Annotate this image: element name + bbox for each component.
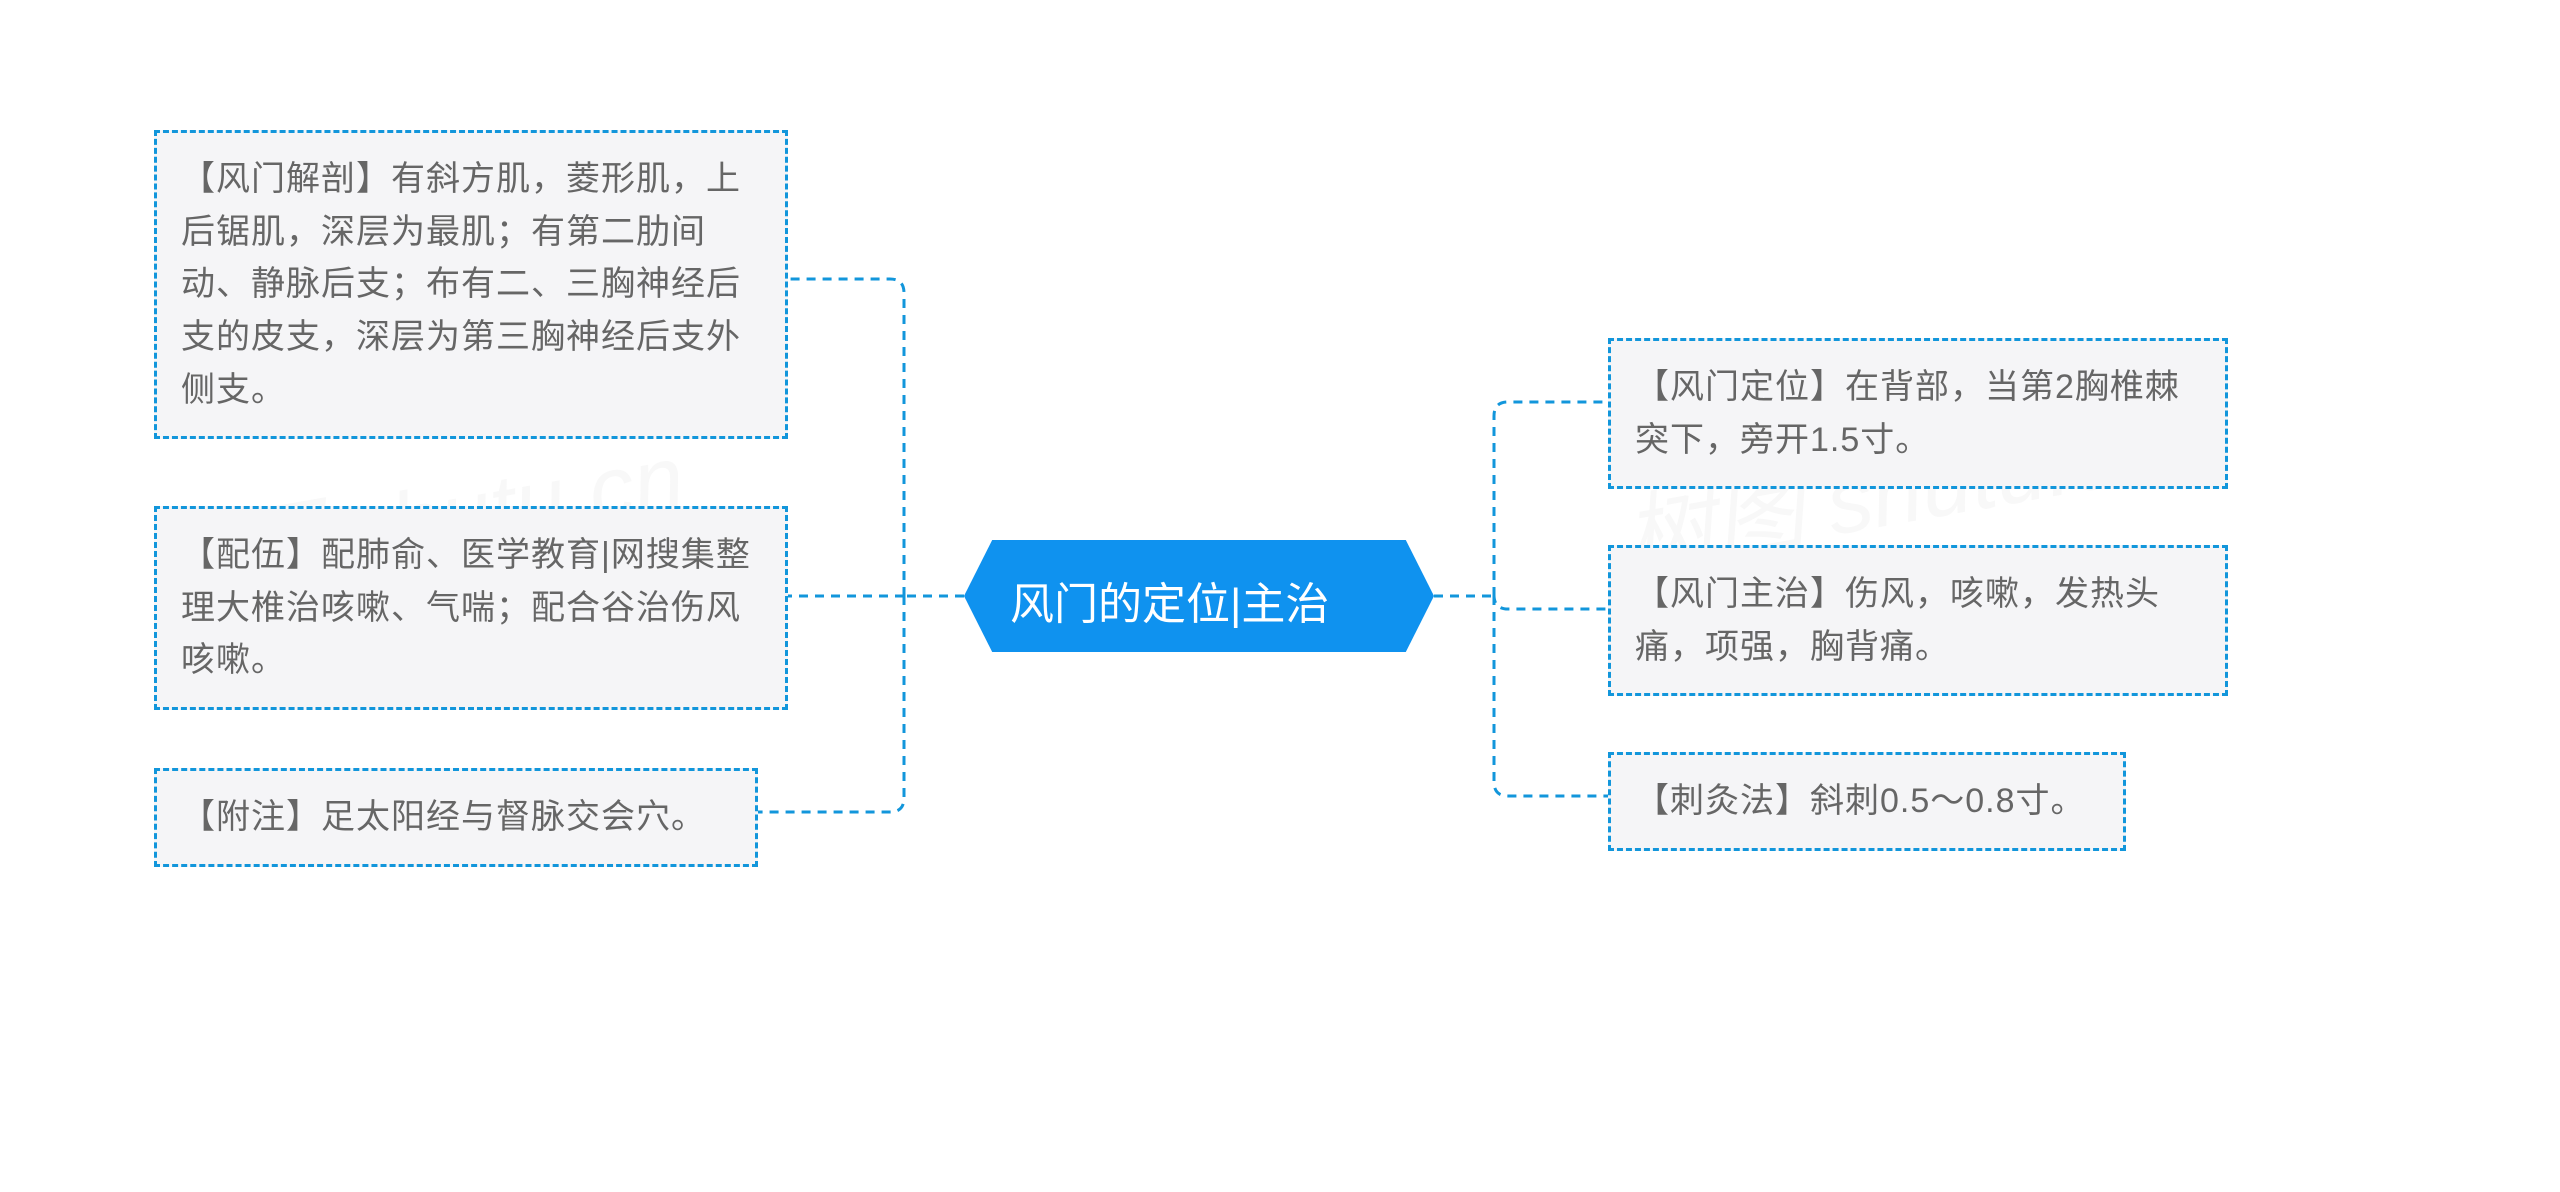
leaf-location[interactable]: 【风门定位】在背部，当第2胸椎棘突下，旁开1.5寸。 <box>1608 338 2228 489</box>
center-node[interactable]: 风门的定位|主治 <box>964 540 1434 652</box>
leaf-combination[interactable]: 【配伍】配肺俞、医学教育|网搜集整理大椎治咳嗽、气喘；配合谷治伤风咳嗽。 <box>154 506 788 710</box>
leaf-method[interactable]: 【刺灸法】斜刺0.5～0.8寸。 <box>1608 752 2126 851</box>
leaf-note[interactable]: 【附注】足太阳经与督脉交会穴。 <box>154 768 758 867</box>
leaf-anatomy[interactable]: 【风门解剖】有斜方肌，菱形肌，上后锯肌，深层为最肌；有第二肋间动、静脉后支；布有… <box>154 130 788 439</box>
mindmap-canvas: 树图 shutu.cn 树图 shutu.cn 风门的定位|主治 【风门解剖】有… <box>0 0 2560 1192</box>
leaf-indication[interactable]: 【风门主治】伤风，咳嗽，发热头痛，项强，胸背痛。 <box>1608 545 2228 696</box>
